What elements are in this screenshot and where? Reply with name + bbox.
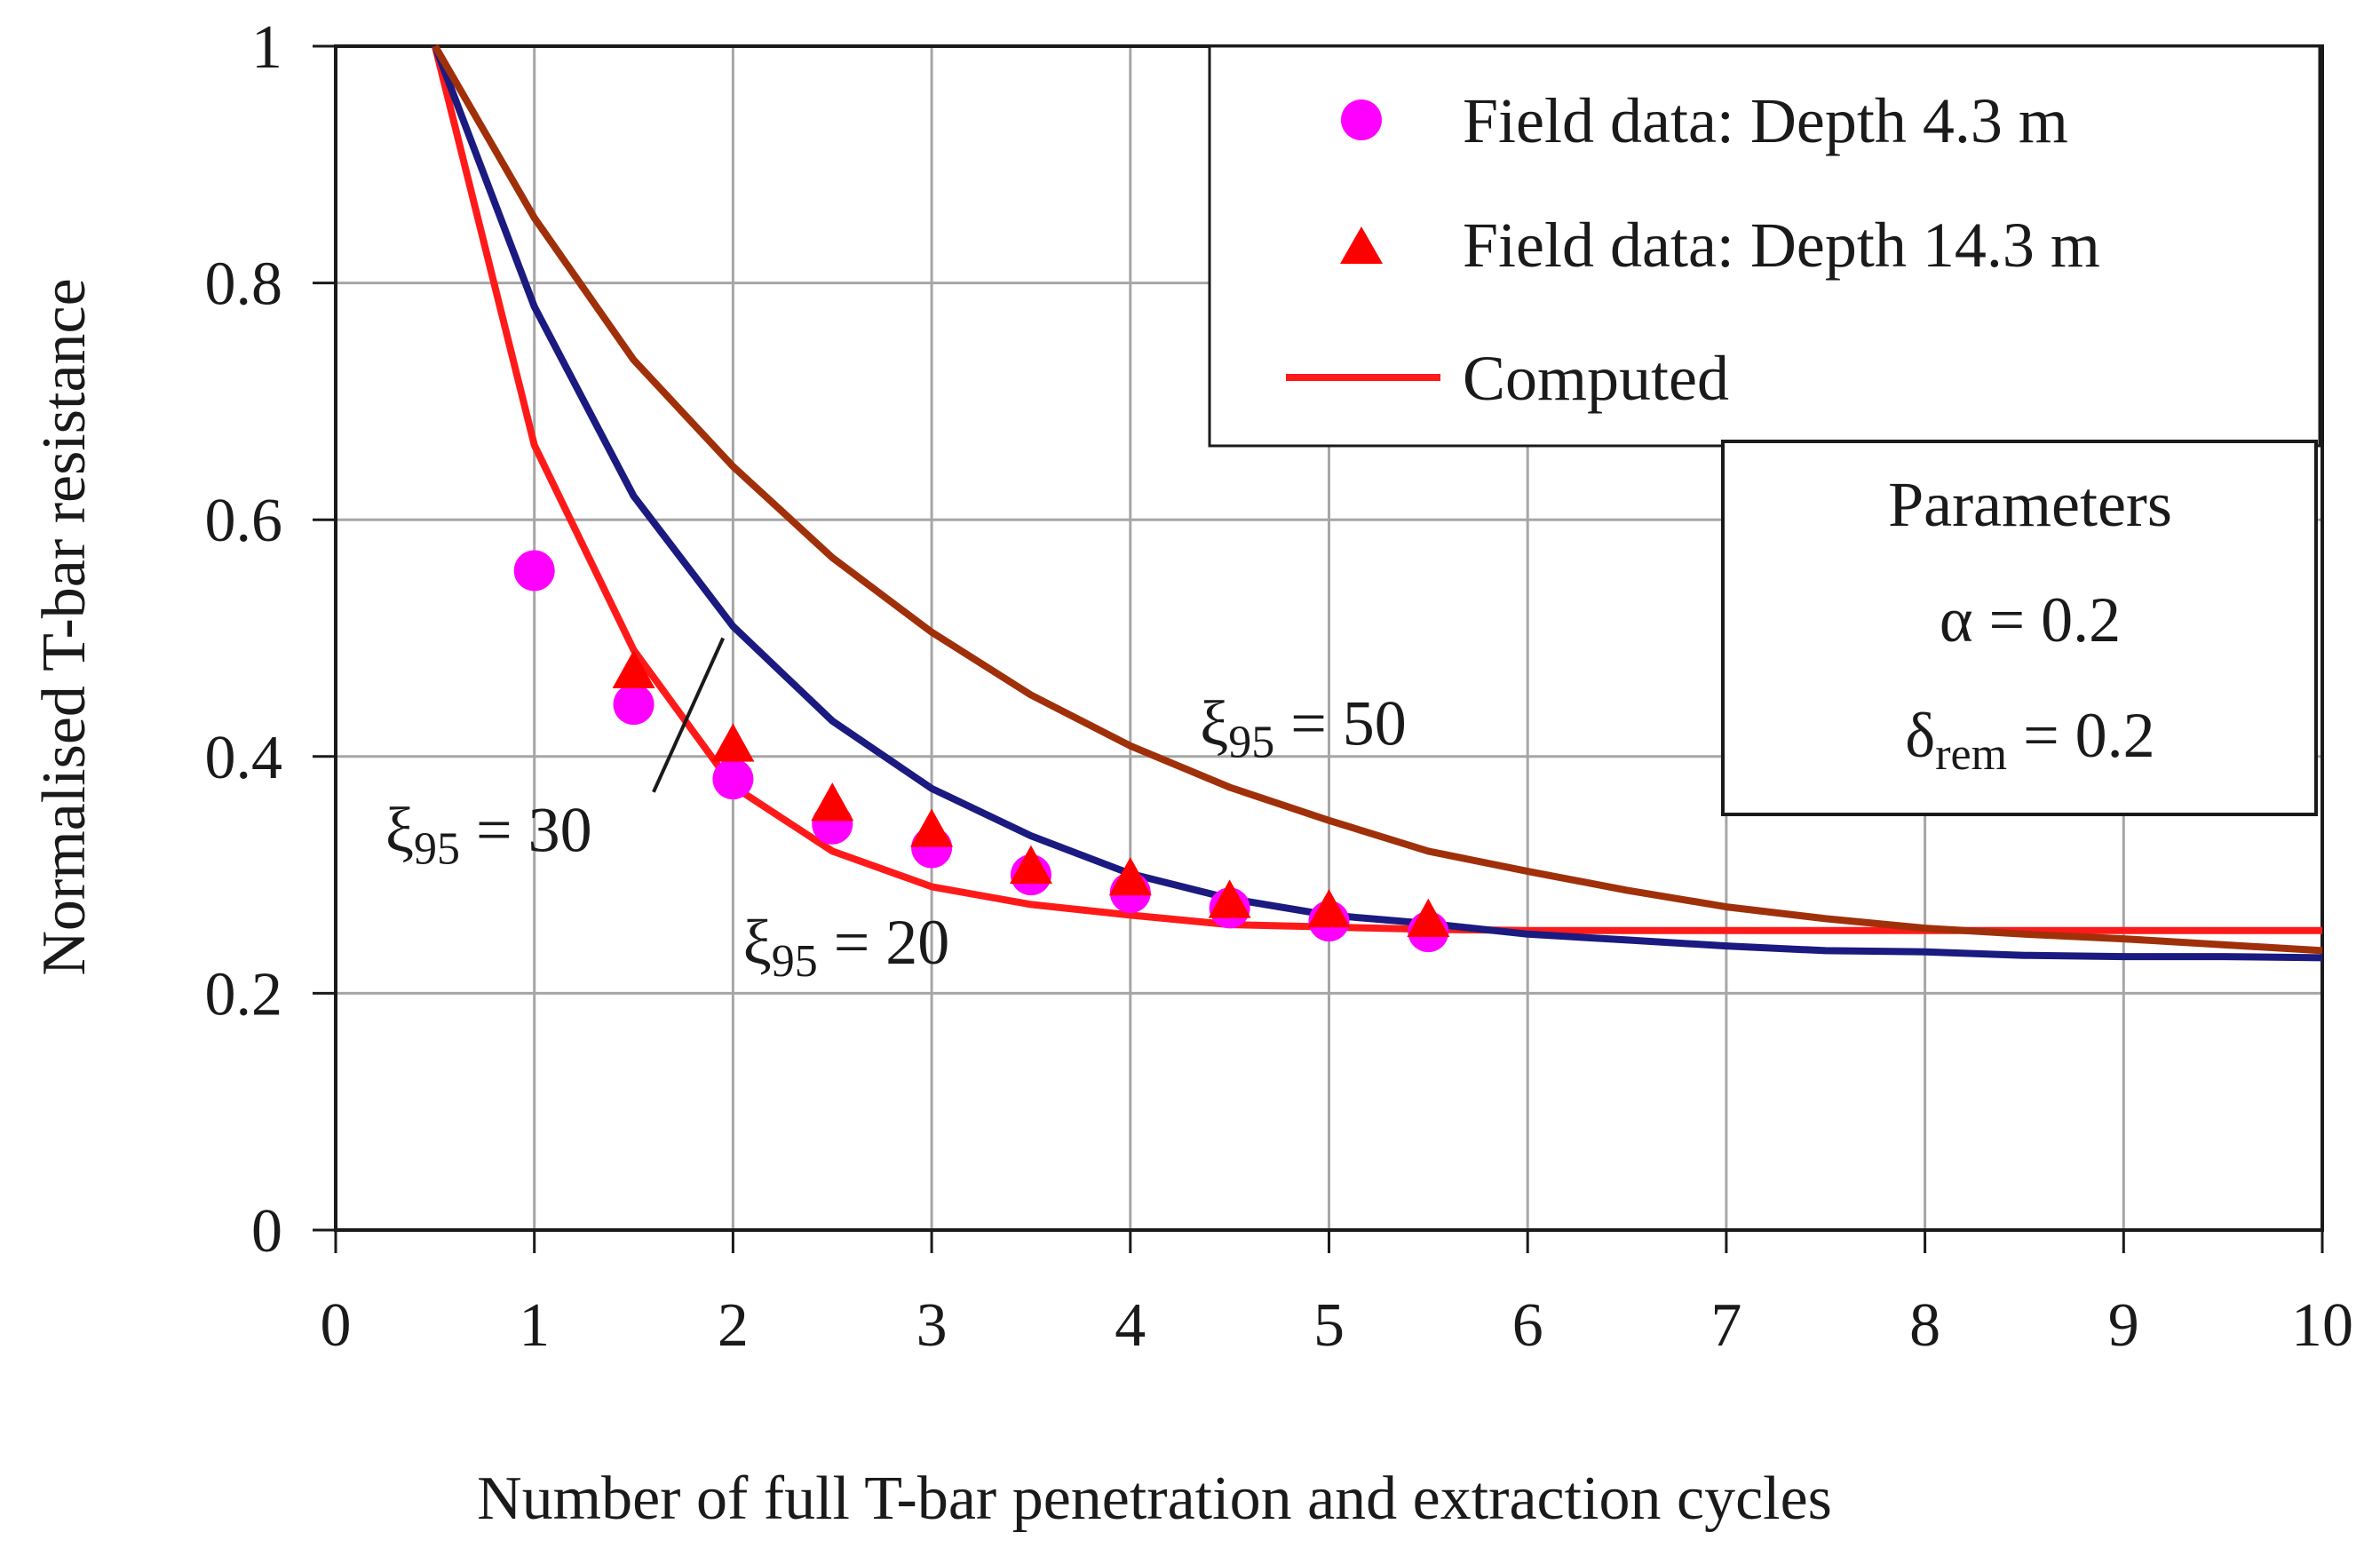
y-tick-label: 0.6: [205, 487, 283, 555]
x-tick-label: 1: [519, 1291, 550, 1360]
point-depth-14-3: [1307, 889, 1351, 928]
annotation-xi50-symbol: ξ: [1200, 687, 1228, 758]
x-tick-label: 8: [1909, 1291, 1940, 1360]
annotation-xi30-value: = 30: [460, 794, 592, 865]
point-depth-14-3: [910, 808, 954, 847]
y-tick-label: 0.2: [205, 960, 283, 1028]
annotation-xi30-symbol: ξ: [385, 794, 414, 865]
point-depth-14-3: [711, 723, 755, 762]
annotation-xi20-symbol: ξ: [743, 907, 772, 978]
point-depth-14-3: [1108, 857, 1152, 896]
point-depth-14-3: [811, 782, 854, 822]
parameters-delta-value: = 0.2: [2007, 700, 2155, 771]
point-depth-14-3: [612, 649, 655, 689]
legend-marker-circle: [1341, 99, 1382, 140]
parameters-box: Parameters α = 0.2 δrem = 0.2: [1721, 440, 2318, 816]
x-tick-labels: 0 1 2 3 4 5 6 7 8 9 10: [321, 1291, 2354, 1360]
x-tick-label: 5: [1313, 1291, 1345, 1360]
x-tick-label: 2: [718, 1291, 749, 1360]
legend-marker-triangle: [1340, 226, 1383, 264]
series-line-3: [432, 44, 2323, 962]
annotation-xi20-sub: 95: [772, 936, 818, 987]
parameters-title: Parameters: [1888, 469, 2172, 540]
point-depth-14-3: [1208, 879, 1251, 918]
x-tick-label: 7: [1710, 1291, 1741, 1360]
legend-label-computed: Computed: [1463, 343, 1729, 414]
parameters-frame: [1721, 440, 2318, 816]
legend-label-depth-14-3: Field data: Depth 14.3 m: [1463, 210, 2100, 281]
x-tick-label: 0: [321, 1291, 352, 1360]
annotation-leader-xi30: [652, 637, 726, 793]
y-tick-label: 0.8: [205, 250, 283, 319]
point-depth-14-3: [1009, 845, 1052, 884]
series-lines: [432, 44, 2323, 962]
parameters-delta-sub: rem: [1935, 729, 2007, 780]
x-tick-label: 10: [2291, 1291, 2353, 1360]
series-line-4: [432, 44, 2323, 955]
point-depth-4-3: [613, 684, 654, 726]
y-tick-label: 0.4: [205, 724, 283, 792]
annotation-xi50: ξ95 = 50: [1200, 687, 1407, 767]
annotation-xi20-value: = 20: [818, 907, 950, 978]
parameters-alpha: α = 0.2: [1940, 584, 2121, 655]
legend-label-depth-4-3: Field data: Depth 4.3 m: [1463, 85, 2068, 156]
parameters-delta-symbol: δ: [1905, 700, 1935, 771]
annotation-xi30: ξ95 = 30: [385, 794, 592, 874]
point-depth-4-3: [513, 550, 555, 591]
series-line-2: [432, 45, 2322, 934]
x-tick-label: 9: [2108, 1291, 2139, 1360]
parameters-delta: δrem = 0.2: [1905, 700, 2154, 780]
annotation-xi20: ξ95 = 20: [743, 907, 950, 987]
legend: Field data: Depth 4.3 m Field data: Dept…: [1208, 44, 2321, 448]
annotation-xi50-value: = 50: [1274, 687, 1407, 758]
y-tick-label: 1: [251, 13, 282, 82]
x-axis-title: Number of full T-bar penetration and ext…: [477, 1465, 1832, 1533]
annotation-xi50-sub: 95: [1228, 717, 1274, 767]
point-depth-14-3: [1407, 898, 1450, 937]
series-markers: [513, 550, 1450, 953]
y-axis-title: Normalised T-bar resistance: [30, 278, 99, 975]
x-tick-label: 4: [1115, 1291, 1146, 1360]
annotation-xi30-sub: 95: [414, 823, 460, 874]
x-tick-label: 6: [1512, 1291, 1543, 1360]
point-depth-4-3: [712, 758, 754, 800]
x-tick-label: 3: [916, 1291, 948, 1360]
y-tick-label: 0: [251, 1197, 282, 1266]
y-tick-labels: 0 0.2 0.4 0.6 0.8 1: [205, 13, 283, 1266]
